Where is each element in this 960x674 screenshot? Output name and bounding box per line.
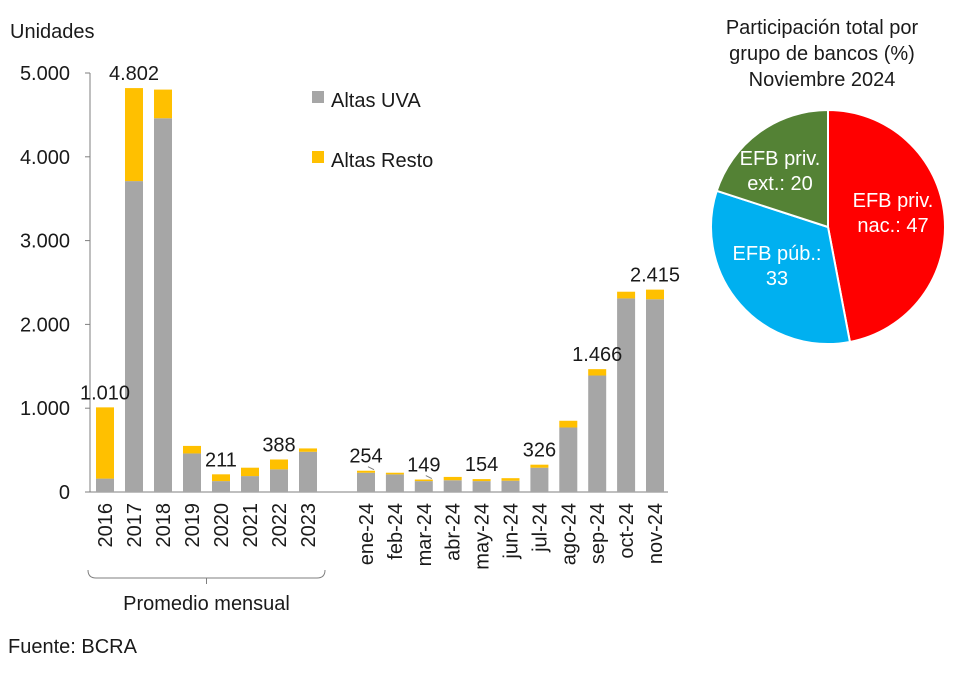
legend-label: Altas UVA bbox=[331, 90, 421, 112]
data-label: 2.415 bbox=[630, 265, 680, 287]
x-tick-label: 2023 bbox=[298, 503, 320, 548]
bar-altas-uva bbox=[588, 375, 607, 492]
bar-altas-resto bbox=[241, 467, 259, 477]
y-tick-label: 1.000 bbox=[20, 398, 70, 420]
group-annotation-label: Promedio mensual bbox=[123, 593, 290, 615]
x-tick-label: sep-24 bbox=[587, 503, 609, 564]
x-tick-label: nov-24 bbox=[645, 503, 667, 564]
label-leader-line bbox=[425, 475, 433, 479]
bar-altas-resto bbox=[501, 478, 520, 481]
pie-slice-label: EFB priv. bbox=[853, 190, 934, 212]
pie-slice-label: EFB púb.: bbox=[733, 243, 822, 265]
bar-altas-uva bbox=[154, 118, 172, 492]
data-label: 4.802 bbox=[109, 63, 159, 85]
y-tick-label: 2.000 bbox=[20, 314, 70, 336]
bar-altas-resto bbox=[443, 476, 462, 481]
bar-altas-uva bbox=[270, 469, 288, 492]
x-tick-label: mar-24 bbox=[414, 503, 436, 566]
data-label: 149 bbox=[407, 455, 440, 477]
y-tick-label: 5.000 bbox=[20, 63, 70, 85]
x-tick-label: 2022 bbox=[269, 503, 291, 548]
x-tick-label: 2021 bbox=[240, 503, 262, 548]
pie-slice bbox=[827, 108, 946, 344]
bar-altas-resto bbox=[299, 448, 317, 452]
x-tick-label: abr-24 bbox=[443, 503, 465, 561]
bar-altas-resto bbox=[530, 464, 549, 468]
bar-altas-resto bbox=[212, 474, 230, 482]
legend-swatch bbox=[312, 151, 324, 163]
pie-slice bbox=[715, 108, 829, 229]
pie-slice-label: 33 bbox=[766, 268, 788, 290]
legend-label: Altas Resto bbox=[331, 150, 433, 172]
bar-altas-uva bbox=[646, 299, 664, 492]
pie-slice-label: nac.: 47 bbox=[857, 215, 928, 237]
data-label: 254 bbox=[349, 446, 382, 468]
bar-altas-uva bbox=[299, 451, 317, 492]
x-tick-label: feb-24 bbox=[385, 503, 407, 560]
bar-altas-uva bbox=[617, 298, 636, 492]
bar-altas-resto bbox=[646, 289, 664, 300]
bar-altas-uva bbox=[357, 472, 375, 492]
bar-altas-uva bbox=[212, 481, 230, 492]
bar-altas-resto bbox=[270, 459, 288, 470]
x-tick-label: 2020 bbox=[211, 503, 233, 548]
label-leader-line bbox=[367, 466, 375, 471]
legend-swatch bbox=[312, 91, 324, 103]
x-tick-label: jun-24 bbox=[501, 503, 523, 560]
data-label: 1.010 bbox=[80, 382, 130, 404]
y-tick-label: 3.000 bbox=[20, 231, 70, 253]
x-tick-label: 2019 bbox=[182, 503, 204, 548]
bar-altas-uva bbox=[501, 480, 520, 492]
pie-slice bbox=[710, 189, 852, 345]
bar-altas-uva bbox=[183, 453, 201, 492]
pie-slice-label: EFB priv. bbox=[740, 148, 821, 170]
bar-altas-uva bbox=[443, 480, 462, 492]
bar-altas-uva bbox=[530, 467, 549, 492]
bar-altas-resto bbox=[125, 88, 143, 182]
y-tick-label: 4.000 bbox=[20, 147, 70, 169]
data-label: 388 bbox=[262, 434, 295, 456]
group-bracket bbox=[87, 569, 326, 584]
bar-altas-uva bbox=[385, 474, 404, 492]
y-tick-label: 0 bbox=[59, 482, 70, 504]
y-axis-label: Unidades bbox=[10, 21, 95, 43]
x-tick-label: 2017 bbox=[124, 503, 146, 548]
bar-altas-resto bbox=[617, 291, 636, 299]
bar-altas-uva bbox=[96, 478, 114, 492]
bar-altas-uva bbox=[559, 427, 578, 492]
bar-altas-resto bbox=[154, 89, 172, 119]
bar-altas-resto bbox=[559, 420, 578, 428]
bar-altas-resto bbox=[385, 472, 404, 475]
bar-altas-uva bbox=[241, 476, 259, 492]
pie-chart: Participación total por grupo de bancos (… bbox=[710, 17, 946, 345]
x-tick-label: 2016 bbox=[95, 503, 117, 548]
data-label: 154 bbox=[465, 454, 498, 476]
pie-title-line: Participación total por bbox=[726, 17, 919, 39]
data-label: 211 bbox=[205, 449, 237, 471]
pie-slice-label: ext.: 20 bbox=[747, 173, 813, 195]
bar-altas-resto bbox=[588, 369, 607, 376]
x-tick-label: 2018 bbox=[153, 503, 175, 548]
bar-altas-uva bbox=[472, 481, 491, 492]
bar-altas-resto bbox=[183, 445, 201, 454]
bar-altas-uva bbox=[125, 181, 143, 493]
x-tick-label: ene-24 bbox=[356, 503, 378, 565]
bar-chart: Unidades 0 1.000 2.000 3.000 4.000 5.000 2016 20… bbox=[10, 21, 680, 615]
source-note: Fuente: BCRA bbox=[8, 636, 138, 658]
x-tick-label: jul-24 bbox=[529, 503, 551, 553]
bar-altas-uva bbox=[414, 481, 433, 492]
bar-altas-resto bbox=[96, 407, 114, 479]
x-tick-label: may-24 bbox=[472, 503, 494, 570]
data-label: 1.466 bbox=[572, 344, 622, 366]
bar-altas-resto bbox=[472, 479, 491, 482]
pie-title-line: Noviembre 2024 bbox=[749, 69, 896, 91]
data-label: 326 bbox=[523, 440, 556, 462]
pie-title-line: grupo de bancos (%) bbox=[729, 43, 915, 65]
bar-altas-resto bbox=[357, 470, 375, 473]
x-tick-label: ago-24 bbox=[558, 503, 580, 565]
bar-altas-resto bbox=[414, 479, 433, 482]
x-tick-label: oct-24 bbox=[616, 503, 638, 559]
